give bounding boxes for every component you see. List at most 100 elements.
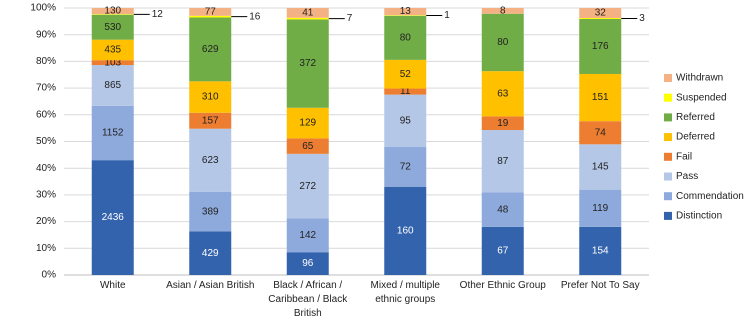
bar-segment	[384, 15, 427, 60]
bar-segment	[481, 226, 524, 275]
bar-segment	[579, 73, 622, 122]
bar-segment	[286, 218, 329, 253]
bar-segment	[481, 116, 524, 131]
bar-segment	[189, 8, 232, 16]
data-label: 12	[152, 9, 164, 20]
legend-swatch	[664, 74, 672, 82]
data-label: 80	[497, 37, 509, 48]
data-label: 80	[400, 32, 412, 43]
data-label: 41	[302, 8, 314, 19]
y-tick-label: 80%	[36, 56, 56, 67]
y-tick-label: 10%	[36, 243, 56, 254]
data-label: 7	[347, 13, 353, 24]
bar-segment	[384, 8, 427, 16]
data-label: 52	[400, 69, 412, 80]
bar-segment	[481, 13, 524, 72]
data-label: 389	[202, 206, 219, 217]
bar-segment	[384, 147, 427, 187]
x-tick-label: Black / African / Caribbean / Black Brit…	[268, 280, 348, 319]
bar-segment	[189, 81, 232, 113]
bar-segment	[189, 231, 232, 275]
data-label: 310	[202, 92, 219, 103]
y-tick-label: 20%	[36, 216, 56, 227]
bar-segment	[481, 130, 524, 193]
data-label: 48	[497, 204, 509, 215]
data-label: 72	[400, 162, 412, 173]
bar-segment	[579, 18, 622, 74]
data-label: 160	[397, 226, 414, 237]
bar-segment	[189, 15, 232, 18]
data-label: 74	[595, 127, 607, 138]
legend-swatch	[664, 172, 672, 181]
data-label: 8	[500, 6, 506, 17]
x-tick-label: Prefer Not To Say	[560, 280, 640, 291]
bar-segment	[286, 252, 329, 275]
legend-swatch	[664, 211, 672, 220]
data-label: 103	[104, 57, 121, 68]
data-label: 372	[299, 58, 316, 69]
bar-segment	[91, 8, 134, 15]
data-label: 865	[104, 80, 121, 91]
data-label: 176	[592, 41, 609, 52]
data-label: 157	[202, 115, 219, 126]
bar-segment	[91, 39, 134, 61]
bar-segment	[579, 18, 622, 19]
data-label: 2436	[102, 212, 125, 223]
data-label: 65	[302, 141, 314, 152]
data-label: 145	[592, 162, 609, 173]
data-label: 629	[202, 44, 219, 55]
data-label: 151	[592, 92, 609, 103]
data-label: 142	[299, 230, 316, 241]
bar-segment	[91, 14, 134, 15]
bar-segment	[579, 189, 622, 227]
legend-swatch	[664, 152, 672, 161]
y-tick-label: 100%	[30, 3, 56, 14]
data-label: 67	[497, 246, 509, 257]
legend-swatch	[664, 113, 672, 122]
x-tick-label: White	[99, 280, 126, 291]
data-label: 63	[497, 88, 509, 99]
data-label: 1	[444, 10, 450, 21]
data-label: 129	[299, 118, 316, 129]
data-label: 77	[205, 7, 217, 18]
data-label: 429	[202, 248, 219, 259]
data-label: 87	[497, 156, 509, 167]
bar-segment	[579, 121, 622, 145]
legend-label: Distinction	[676, 211, 722, 222]
y-tick-label: 50%	[36, 136, 56, 147]
legend-label: Commendation	[676, 191, 744, 202]
legend-label: Fail	[676, 151, 692, 162]
bar-segment	[384, 94, 427, 148]
bar-segment	[384, 15, 427, 16]
bar-segment	[91, 65, 134, 106]
data-label: 1152	[102, 128, 124, 139]
bar-segment	[579, 226, 622, 275]
bar-segment	[286, 153, 329, 219]
legend-swatch	[664, 93, 672, 102]
y-tick-label: 30%	[36, 190, 56, 201]
bar-segment	[384, 88, 427, 95]
bar-segment	[91, 60, 134, 66]
bar-segment	[91, 160, 134, 275]
bar-segment	[286, 138, 329, 154]
bar-segment	[579, 8, 622, 19]
x-tick-label: Other Ethnic Group	[459, 280, 546, 291]
data-label: 96	[302, 258, 314, 269]
legend-swatch	[664, 133, 672, 142]
legend-label: Withdrawn	[676, 73, 723, 84]
data-label: 272	[299, 181, 316, 192]
data-label: 623	[202, 155, 219, 166]
legend-label: Referred	[676, 112, 715, 123]
bar-segment	[481, 8, 524, 14]
bar-segment	[91, 14, 134, 40]
data-label: 32	[595, 8, 607, 19]
x-tick-label: Asian / Asian British	[166, 280, 255, 291]
bar-segment	[189, 17, 232, 82]
legend-label: Suspended	[676, 92, 727, 103]
bar-segment	[189, 112, 232, 129]
y-tick-label: 40%	[36, 163, 56, 174]
legend-label: Pass	[676, 171, 698, 182]
bar-segment	[286, 107, 329, 139]
